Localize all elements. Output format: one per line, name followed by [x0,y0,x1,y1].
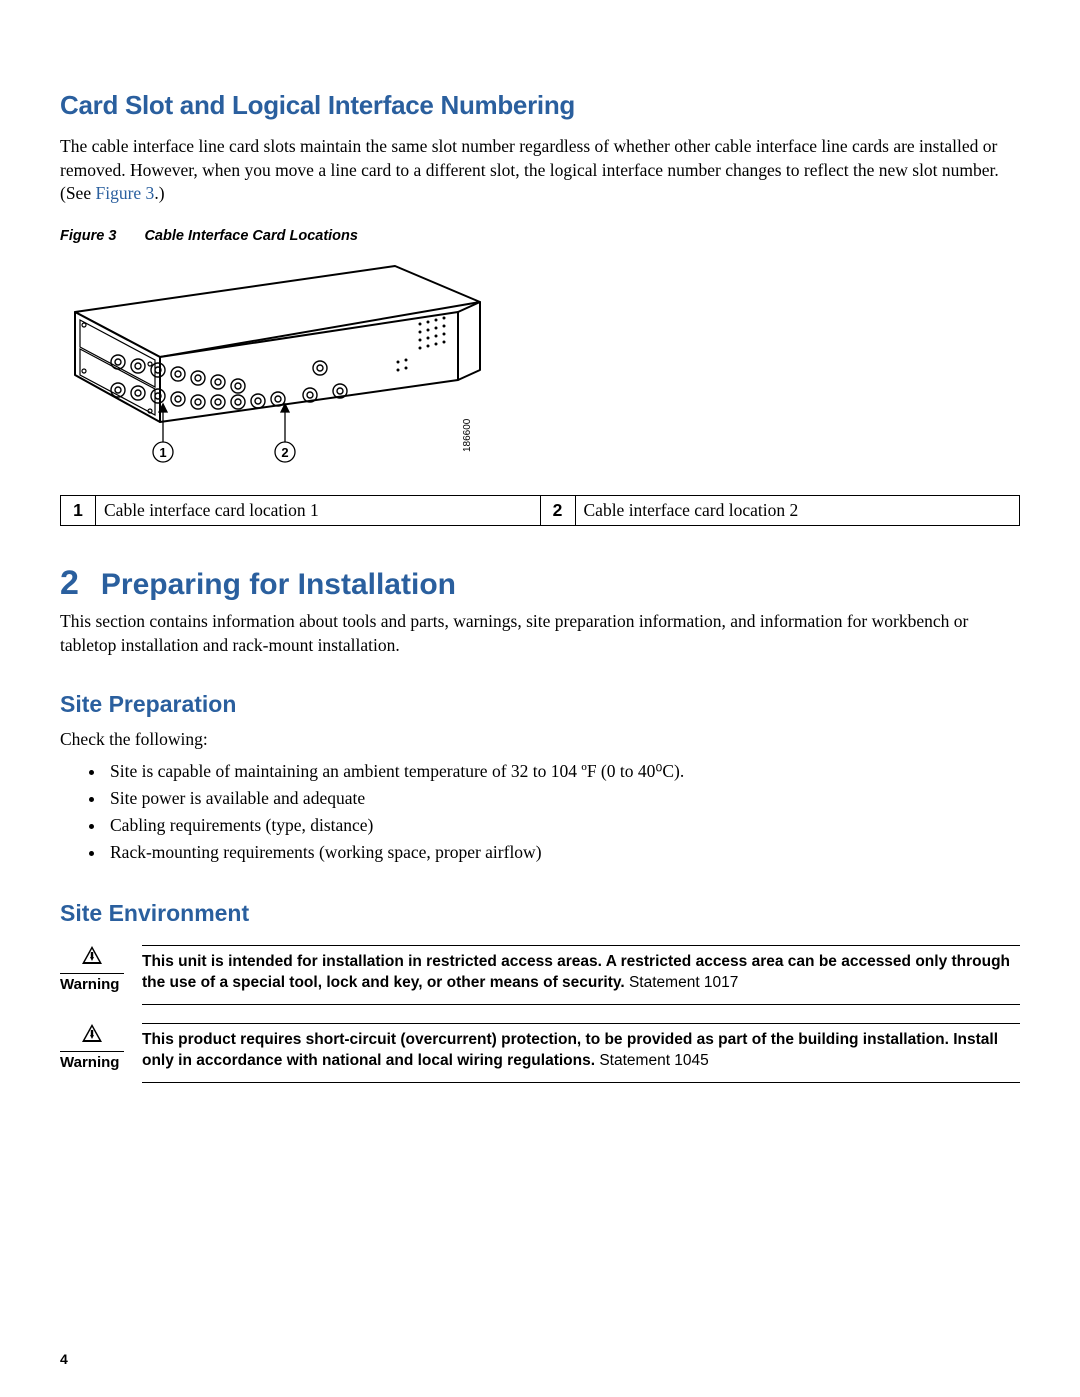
warning-2-statement: Statement 1045 [599,1052,708,1069]
section-number: 2 [60,566,79,600]
warning-2-text: This product requires short-circuit (ove… [142,1031,998,1069]
loc-1-num: 1 [61,495,96,525]
body-text-pre: The cable interface line card slots main… [60,136,999,203]
list-item: Site power is available and adequate [106,785,1020,812]
table-row: 1 Cable interface card location 1 2 Cabl… [61,495,1020,525]
loc-1-text: Cable interface card location 1 [96,495,541,525]
warning-label-1: Warning [60,974,124,993]
figure-label: Figure 3 [60,228,116,244]
figure-ref-number: 186600 [462,418,473,452]
callout-2-text: 2 [281,445,288,460]
diagram-cable-interface: 1 2 186600 [60,252,1020,477]
list-item: Rack-mounting requirements (working spac… [106,839,1020,866]
site-prep-intro: Check the following: [60,728,1020,752]
warning-icon [81,1023,103,1043]
figure-caption: Figure 3 Cable Interface Card Locations [60,228,1020,244]
warning-1-text: This unit is intended for installation i… [142,953,1010,991]
heading-site-environment: Site Environment [60,900,1020,927]
warning-1-statement: Statement 1017 [629,974,738,991]
diagram-svg: 1 2 186600 [60,252,490,472]
callout-1-text: 1 [159,445,166,460]
heading-card-slot: Card Slot and Logical Interface Numberin… [60,90,1020,121]
warning-block-1: Warning This unit is intended for instal… [60,945,1020,1005]
loc-2-text: Cable interface card location 2 [575,495,1020,525]
list-item: Cabling requirements (type, distance) [106,812,1020,839]
section-2-body: This section contains information about … [60,610,1020,657]
list-item: Site is capable of maintaining an ambien… [106,758,1020,785]
heading-site-preparation: Site Preparation [60,691,1020,718]
warning-label-2: Warning [60,1052,124,1071]
body-text-post: .) [154,183,164,203]
warning-icon [81,945,103,965]
figure-3-link[interactable]: Figure 3 [95,183,154,203]
warning-block-2: Warning This product requires short-circ… [60,1023,1020,1083]
location-table: 1 Cable interface card location 1 2 Cabl… [60,495,1020,526]
figure-caption-text: Cable Interface Card Locations [144,228,358,244]
section-title: Preparing for Installation [101,570,456,600]
section-2-heading: 2 Preparing for Installation [60,566,1020,600]
card-slot-body: The cable interface line card slots main… [60,135,1020,206]
page-number: 4 [60,1351,68,1367]
site-prep-list: Site is capable of maintaining an ambien… [60,758,1020,867]
loc-2-num: 2 [540,495,575,525]
